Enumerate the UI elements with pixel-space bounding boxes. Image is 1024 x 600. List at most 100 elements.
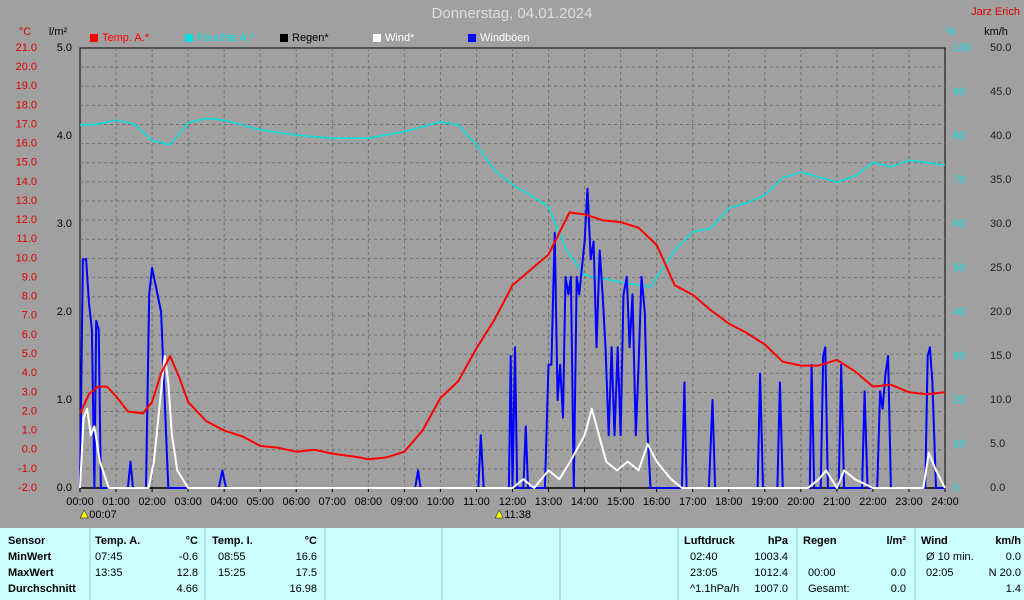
y-tick-label: 0.0 (990, 482, 1005, 494)
y-tick-label: 5.0 (22, 348, 37, 360)
x-tick-label: 21:00 (823, 496, 851, 508)
y-tick-label: 25.0 (990, 262, 1011, 274)
cell-label: 08:55 (218, 551, 246, 563)
legend-swatch (90, 34, 98, 42)
y-axis-unit: °C (19, 26, 31, 38)
series-line (79, 355, 946, 489)
y-tick-label: 0 (953, 482, 959, 494)
chart-title: Donnerstag, 04.01.2024 (432, 5, 593, 22)
y-tick-label: 5.0 (57, 42, 72, 54)
x-tick-label: 05:00 (246, 496, 274, 508)
x-tick-label: 00:00 (66, 496, 94, 508)
y-tick-label: 6.0 (22, 329, 37, 341)
cell-label: Gesamt: (808, 583, 850, 595)
y-tick-label: 16.0 (16, 138, 37, 150)
column-unit: °C (186, 535, 198, 547)
cell-value: 1007.0 (754, 583, 788, 595)
y-tick-label: 10.0 (990, 394, 1011, 406)
y-tick-label: 4.0 (57, 130, 72, 142)
y-tick-label: 3.0 (57, 218, 72, 230)
y-tick-label: 45.0 (990, 86, 1011, 98)
cell-value: 16.6 (296, 551, 317, 563)
cell-value: 0.0 (891, 567, 906, 579)
y-tick-label: 1.0 (22, 425, 37, 437)
cell-label: 23:05 (690, 567, 718, 579)
row-label: MinWert (8, 551, 52, 563)
x-tick-label: 18:00 (715, 496, 743, 508)
y-tick-label: 12.0 (16, 214, 37, 226)
x-tick-label: 22:00 (859, 496, 887, 508)
x-tick-label: 12:00 (499, 496, 527, 508)
y-tick-label: 5.0 (990, 438, 1005, 450)
y-tick-label: 80 (953, 130, 965, 142)
y-tick-label: 20.0 (990, 306, 1011, 318)
y-tick-label: 21.0 (16, 42, 37, 54)
legend-label: Feuchte A.* (197, 32, 255, 44)
x-tick-label: 15:00 (607, 496, 635, 508)
annotation-label: 00:07 (89, 509, 117, 521)
y-tick-label: 2.0 (22, 405, 37, 417)
y-tick-label: 1.0 (57, 394, 72, 406)
y-tick-label: 10.0 (16, 252, 37, 264)
x-tick-label: 04:00 (210, 496, 238, 508)
y-tick-label: 50 (953, 262, 965, 274)
x-tick-label: 20:00 (787, 496, 815, 508)
y-tick-label: 50.0 (990, 42, 1011, 54)
y-tick-label: 8.0 (22, 291, 37, 303)
y-tick-label: 30 (953, 350, 965, 362)
y-tick-label: 4.0 (22, 367, 37, 379)
x-tick-label: 01:00 (102, 496, 130, 508)
cell-value: -0.6 (179, 551, 198, 563)
wind-axis-unit: km/h (984, 26, 1008, 38)
y-tick-label: 15.0 (16, 157, 37, 169)
x-tick-label: 16:00 (643, 496, 671, 508)
column-header: Regen (803, 535, 837, 547)
y-tick-label: 20 (953, 394, 965, 406)
y-tick-label: 90 (953, 86, 965, 98)
cell-label: 02:05 (926, 567, 954, 579)
cell-value: 1003.4 (754, 551, 788, 563)
column-unit: °C (305, 535, 317, 547)
column-header: Temp. I. (212, 535, 253, 547)
x-tick-label: 19:00 (751, 496, 779, 508)
cell-value: 0.0 (891, 583, 906, 595)
cell-value: 4.66 (177, 583, 198, 595)
y-tick-label: 7.0 (22, 310, 37, 322)
annotation-marker (494, 509, 504, 519)
series-line (79, 211, 946, 461)
x-tick-label: 11:00 (463, 496, 490, 508)
y-tick-label: 17.0 (16, 118, 37, 130)
cell-label: 00:00 (808, 567, 836, 579)
legend-label: Regen* (292, 32, 329, 44)
x-tick-label: 17:00 (679, 496, 707, 508)
column-header: Luftdruck (684, 535, 736, 547)
author: Jarz Erich (971, 6, 1020, 18)
x-tick-label: 14:00 (571, 496, 599, 508)
stats-table (0, 528, 1024, 600)
column-header: Temp. A. (95, 535, 140, 547)
annotation-marker (79, 509, 89, 519)
cell-value: 1.4 (1006, 583, 1021, 595)
cell-label: 02:40 (690, 551, 718, 563)
y-tick-label: 30.0 (990, 218, 1011, 230)
column-unit: km/h (995, 535, 1021, 547)
cell-value: 16.98 (289, 583, 317, 595)
y-tick-label: 70 (953, 174, 965, 186)
y-tick-label: 18.0 (16, 99, 37, 111)
x-tick-label: 10:00 (427, 496, 455, 508)
column-unit: l/m² (886, 535, 906, 547)
y-tick-label: 11.0 (16, 233, 37, 245)
x-tick-label: 02:00 (138, 496, 166, 508)
y-tick-label: 13.0 (16, 195, 37, 207)
y-tick-label: 100 (953, 42, 971, 54)
cell-label: Ø 10 min. (926, 551, 974, 563)
y-tick-label: 19.0 (16, 80, 37, 92)
y-tick-label: 35.0 (990, 174, 1011, 186)
row-label: MaxWert (8, 567, 54, 579)
y-tick-label: 20.0 (16, 61, 37, 73)
y-tick-label: -1.0 (18, 463, 37, 475)
x-tick-label: 13:00 (535, 496, 563, 508)
legend-label: Windböen (480, 32, 530, 44)
y-tick-label: 0.0 (22, 444, 37, 456)
